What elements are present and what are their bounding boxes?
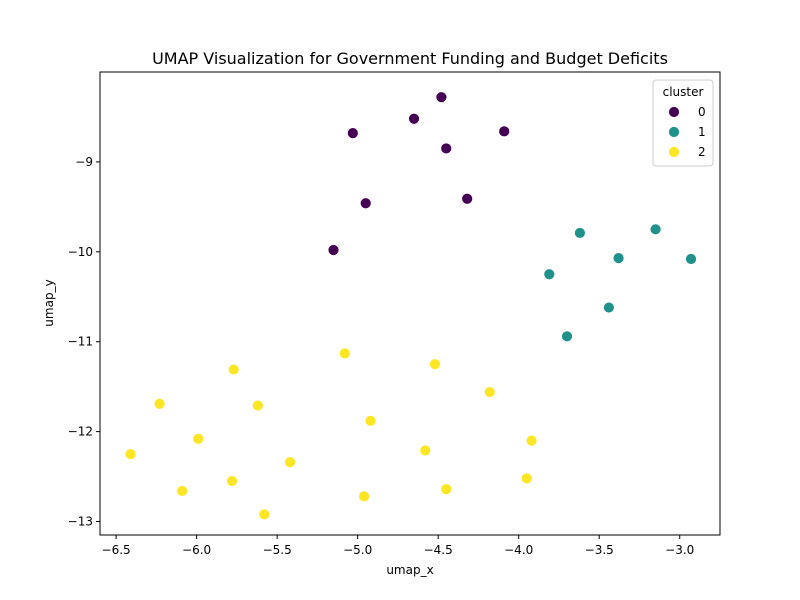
data-point-cluster-2 [358,490,371,503]
y-tick-label: −12 [68,425,93,439]
data-point-cluster-2 [258,508,271,521]
data-point-cluster-2 [124,448,137,460]
data-point-cluster-2 [419,444,432,457]
data-point-cluster-2 [153,397,166,410]
data-point-cluster-0 [461,192,474,205]
data-point-cluster-0 [435,91,448,104]
data-point-cluster-2 [525,434,538,447]
x-tick-label: −4.5 [424,543,453,557]
x-tick-label: −5.0 [343,543,372,557]
x-axis: −6.5 −6.0 −5.5 −5.0 −4.5 −4.0 −3.5 −3.0 [102,535,694,557]
legend-marker-cluster-2 [668,146,680,158]
data-point-cluster-2 [429,358,441,371]
legend: cluster 0 1 2 [652,79,714,167]
data-point-cluster-1 [561,330,573,343]
x-tick-label: −4.0 [504,543,533,557]
x-tick-label: −3.5 [585,543,614,557]
data-point-cluster-2 [284,456,296,469]
data-point-cluster-2 [227,363,240,376]
y-tick-label: −11 [68,335,93,349]
chart-title: UMAP Visualization for Government Fundin… [152,49,668,68]
legend-marker-cluster-0 [668,106,680,118]
data-point-cluster-2 [520,472,533,485]
y-axis-label: umap_y [42,279,56,326]
x-tick-label: −5.5 [263,543,292,557]
data-point-cluster-1 [612,252,625,264]
legend-marker-cluster-1 [668,126,680,138]
y-tick-label: −9 [75,155,93,169]
legend-label-cluster-0: 0 [698,105,706,119]
data-point-cluster-2 [176,485,189,497]
plot-area [124,91,697,521]
data-point-cluster-2 [251,399,264,412]
data-point-cluster-1 [685,253,697,265]
x-tick-label: −6.0 [182,543,211,557]
x-tick-label: −3.0 [665,543,694,557]
data-point-cluster-0 [359,197,372,210]
data-point-cluster-0 [327,244,340,256]
y-tick-label: −13 [68,515,93,529]
x-tick-label: −6.5 [102,543,131,557]
data-point-cluster-2 [483,386,496,398]
data-point-cluster-1 [543,268,556,281]
data-point-cluster-1 [649,223,662,236]
y-tick-label: −10 [68,245,93,259]
data-point-cluster-1 [602,301,615,314]
data-point-cluster-2 [338,347,351,360]
data-point-cluster-1 [573,227,586,239]
data-point-cluster-2 [192,432,205,445]
legend-items: 0 1 2 [668,105,706,159]
legend-label-cluster-1: 1 [698,125,706,139]
legend-box [652,79,714,167]
legend-label-cluster-2: 2 [698,145,706,159]
legend-title: cluster [663,85,704,99]
x-axis-label: umap_x [386,563,433,577]
data-point-cluster-0 [408,112,420,125]
data-point-cluster-2 [440,483,453,496]
data-point-cluster-2 [226,475,238,487]
data-point-cluster-0 [498,125,511,138]
y-axis: −9 −10 −11 −12 −13 [68,155,100,529]
plot-frame [99,71,721,536]
data-point-cluster-2 [364,414,377,427]
data-point-cluster-0 [346,127,359,140]
data-point-cluster-0 [440,142,453,155]
